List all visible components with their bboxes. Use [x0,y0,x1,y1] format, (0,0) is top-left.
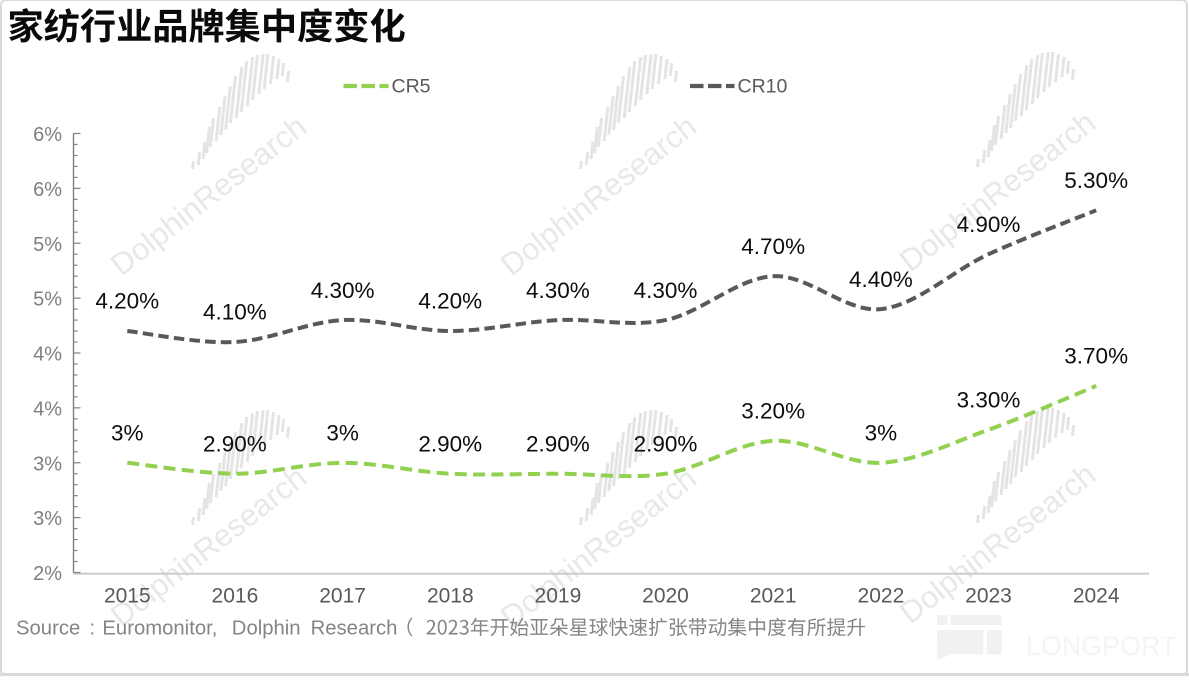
svg-text:3.20%: 3.20% [741,399,805,424]
svg-text:Euromonitor,: Euromonitor, [102,618,217,640]
svg-text:2.90%: 2.90% [634,431,698,456]
svg-text:2018: 2018 [427,585,474,608]
svg-text:2015: 2015 [104,585,151,608]
svg-text:LONGPORT: LONGPORT [1026,631,1177,661]
svg-text:4.40%: 4.40% [849,267,913,292]
svg-text::: : [90,618,96,640]
svg-text:3%: 3% [111,420,144,445]
svg-text:2019: 2019 [535,585,582,608]
svg-text:CR10: CR10 [738,76,788,98]
svg-text:4%: 4% [33,399,62,421]
svg-text:2%: 2% [33,563,62,585]
svg-text:2024: 2024 [1073,585,1120,608]
svg-text:3.70%: 3.70% [1064,344,1128,369]
svg-text:6%: 6% [33,124,62,146]
svg-text:2022: 2022 [858,585,905,608]
svg-text:5%: 5% [33,234,62,256]
svg-text:5.30%: 5.30% [1064,168,1128,193]
svg-text:Research: Research [311,618,398,640]
svg-text:2020: 2020 [642,585,689,608]
svg-text:3%: 3% [33,453,62,475]
svg-text:4.30%: 4.30% [526,278,590,303]
svg-text:2.90%: 2.90% [418,431,482,456]
svg-text:4.10%: 4.10% [203,300,267,325]
svg-text:2.90%: 2.90% [203,431,267,456]
svg-text:Source: Source [16,618,80,640]
svg-text:4.30%: 4.30% [634,278,698,303]
svg-text:CR5: CR5 [392,76,431,98]
svg-text:3%: 3% [865,420,898,445]
svg-text:2.90%: 2.90% [526,431,590,456]
svg-text:3%: 3% [326,420,359,445]
svg-text:3.30%: 3.30% [957,388,1021,413]
svg-text:6%: 6% [33,179,62,201]
svg-text:4.70%: 4.70% [741,234,805,259]
svg-text:4.30%: 4.30% [311,278,375,303]
svg-text:Dolphin: Dolphin [232,618,301,640]
svg-text:2017: 2017 [319,585,366,608]
svg-text:5%: 5% [33,289,62,311]
svg-text:4.20%: 4.20% [95,289,159,314]
svg-text:2021: 2021 [750,585,797,608]
svg-text:4.90%: 4.90% [957,212,1021,237]
svg-text:2016: 2016 [212,585,259,608]
svg-text:4%: 4% [33,344,62,366]
svg-text:4.20%: 4.20% [418,289,482,314]
svg-text:3%: 3% [33,508,62,530]
svg-text:2023: 2023 [965,585,1012,608]
